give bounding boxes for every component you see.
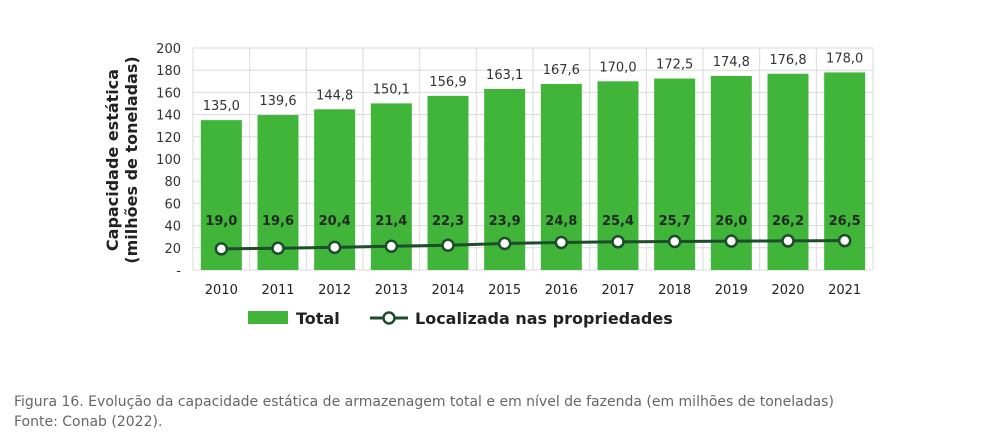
x-tick-label: 2010: [205, 283, 238, 298]
line-data-label: 19,6: [262, 214, 294, 229]
chart-svg: - 20 40 60 80 100 120 140 160 180 200 Capacidade es…: [103, 42, 874, 328]
line-point: [554, 235, 569, 250]
line-data-label: 25,7: [659, 214, 691, 229]
line-data-label: 26,5: [829, 214, 861, 229]
y-tick-label: 80: [164, 175, 181, 190]
line-point: [667, 234, 682, 249]
bar-data-label: 163,1: [486, 68, 523, 83]
bar-data-label: 174,8: [713, 55, 750, 70]
line-data-label: 22,3: [432, 214, 464, 229]
x-tick-label: 2016: [545, 283, 578, 298]
line-point: [724, 234, 739, 248]
line-point: [611, 235, 625, 249]
line-point: [837, 233, 852, 248]
y-tick-label: -: [176, 264, 181, 279]
line-data-label: 26,2: [772, 214, 804, 229]
y-axis-title: Capacidade estática: [103, 69, 122, 251]
line-series-localizada: [221, 239, 845, 251]
x-tick-label: 2017: [601, 283, 634, 298]
line-point: [327, 240, 342, 255]
bar-data-label: 139,6: [259, 94, 296, 109]
grid-lines: [192, 47, 874, 271]
line-data-label: 20,4: [319, 214, 351, 229]
line-data-label: 26,0: [715, 214, 747, 229]
x-tick-label: 2014: [431, 283, 464, 298]
x-tick-label: 2019: [715, 283, 748, 298]
bar-data-label: 156,9: [429, 75, 466, 90]
x-tick-label: 2020: [771, 283, 804, 298]
x-tick-label: 2011: [261, 283, 294, 298]
bar-data-label: 135,0: [203, 99, 240, 114]
line-point: [384, 239, 399, 253]
line-data-label: 25,4: [602, 214, 634, 229]
y-tick-label: 60: [164, 197, 181, 212]
legend-label-total: Total: [296, 309, 340, 328]
line-point: [214, 242, 229, 256]
bar-data-label: 150,1: [373, 82, 410, 97]
line-data-label: 19,0: [205, 214, 237, 229]
y-tick-label: 200: [156, 42, 181, 57]
x-tick-label: 2012: [318, 283, 351, 298]
figure-source: Fonte: Conab (2022).: [14, 414, 163, 430]
bar-data-label: 176,8: [769, 53, 806, 68]
bar-data-label: 144,8: [316, 88, 353, 103]
line-point: [271, 241, 285, 255]
y-tick-label: 20: [164, 242, 181, 257]
line-data-label: 21,4: [375, 214, 407, 229]
line-data-label: 23,9: [489, 214, 521, 229]
x-tick-label: 2013: [375, 283, 408, 298]
x-tick-label: 2018: [658, 283, 691, 298]
line-data-label: 24,8: [545, 214, 577, 229]
figure-caption: Figura 16. Evolução da capacidade estáti…: [14, 394, 834, 410]
x-tick-label: 2021: [828, 283, 861, 298]
bar-data-label: 178,0: [826, 51, 863, 66]
legend-swatch-total: [248, 311, 288, 324]
bar-data-label: 172,5: [656, 58, 693, 73]
y-tick-label: 160: [156, 86, 181, 101]
chart-area: - 20 40 60 80 100 120 140 160 180 200 Capacidade es…: [103, 42, 874, 328]
legend-label-localizada: Localizada nas propriedades: [415, 309, 673, 328]
y-tick-label: 180: [156, 64, 181, 79]
line-point: [781, 234, 795, 248]
line-point: [441, 238, 455, 252]
y-tick-label: 40: [164, 220, 181, 235]
line-point: [497, 236, 512, 251]
y-tick-label: 120: [156, 131, 181, 146]
y-tick-label: 140: [156, 109, 181, 124]
legend: Total Localizada nas propriedades: [248, 309, 673, 328]
x-tick-label: 2015: [488, 283, 521, 298]
y-tick-label: 100: [156, 153, 181, 168]
bar-data-label: 167,6: [543, 63, 580, 78]
legend-marker: [382, 311, 396, 325]
bar-data-label: 170,0: [599, 60, 636, 75]
y-axis-title-units: (milhões de toneladas): [122, 56, 141, 263]
